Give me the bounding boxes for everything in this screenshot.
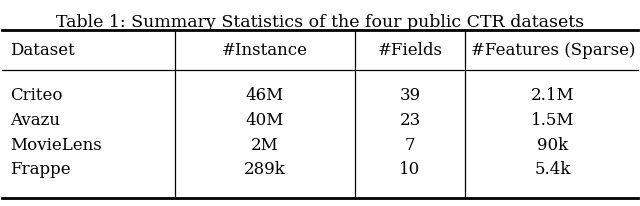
Text: 2M: 2M [251, 137, 279, 153]
Text: 46M: 46M [246, 87, 284, 103]
Text: Table 1: Summary Statistics of the four public CTR datasets: Table 1: Summary Statistics of the four … [56, 14, 584, 31]
Text: 2.1M: 2.1M [531, 87, 575, 103]
Text: 5.4k: 5.4k [535, 162, 571, 179]
Text: Avazu: Avazu [10, 111, 60, 129]
Text: 23: 23 [399, 111, 420, 129]
Text: 40M: 40M [246, 111, 284, 129]
Text: Dataset: Dataset [10, 41, 75, 59]
Text: 7: 7 [404, 137, 415, 153]
Text: Criteo: Criteo [10, 87, 63, 103]
Text: #Features (Sparse): #Features (Sparse) [471, 41, 636, 59]
Text: 39: 39 [399, 87, 420, 103]
Text: 10: 10 [399, 162, 420, 179]
Text: MovieLens: MovieLens [10, 137, 102, 153]
Text: 1.5M: 1.5M [531, 111, 575, 129]
Text: Frappe: Frappe [10, 162, 70, 179]
Text: 289k: 289k [244, 162, 286, 179]
Text: #Fields: #Fields [378, 41, 442, 59]
Text: 90k: 90k [538, 137, 568, 153]
Text: #Instance: #Instance [222, 41, 308, 59]
